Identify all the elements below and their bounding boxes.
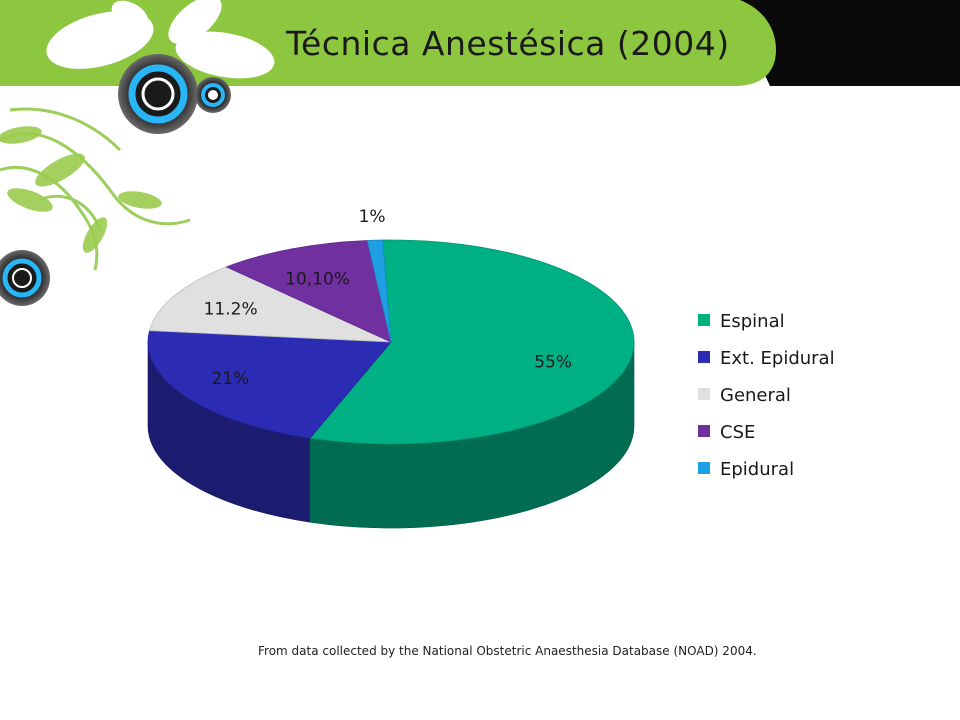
source-note: From data collected by the National Obst…	[258, 644, 757, 658]
pie-slice-general	[148, 266, 392, 343]
legend-swatch-epidural	[698, 462, 710, 474]
legend-label-general: General	[720, 385, 791, 406]
pie-slice-espinal	[309, 239, 635, 445]
ring-ornament	[0, 54, 231, 306]
data-label-cse: 10,10%	[285, 269, 350, 289]
data-label-general: 11.2%	[204, 299, 258, 319]
legend-label-espinal: Espinal	[720, 311, 785, 332]
legend-swatch-cse	[698, 425, 710, 437]
legend-swatch-ext-epidural	[698, 351, 710, 363]
header-decoration	[0, 0, 960, 306]
flower-ornament	[46, 0, 275, 79]
data-labels: 55% 21% 11.2% 10,10% 1%	[204, 207, 572, 389]
leaf-ornament	[0, 126, 162, 253]
page-title: Técnica Anestésica (2004)	[286, 24, 730, 63]
legend-label-cse: CSE	[720, 422, 755, 443]
header-black-band	[730, 0, 960, 86]
pie-layer	[147, 239, 635, 529]
chart-legend: Espinal Ext. Epidural General CSE Epidural	[698, 311, 835, 480]
pie-slice-ext-epidural	[147, 330, 392, 439]
data-label-espinal: 55%	[534, 352, 572, 372]
pie-slice-cse	[225, 240, 392, 343]
legend-swatch-general	[698, 388, 710, 400]
legend-label-ext-epidural: Ext. Epidural	[720, 348, 835, 369]
legend-swatch-espinal	[698, 314, 710, 326]
legend-label-epidural: Epidural	[720, 459, 794, 480]
pie-slice-epidural	[366, 239, 392, 343]
data-label-ext-epidural: 21%	[211, 369, 249, 389]
data-label-epidural: 1%	[359, 207, 386, 227]
